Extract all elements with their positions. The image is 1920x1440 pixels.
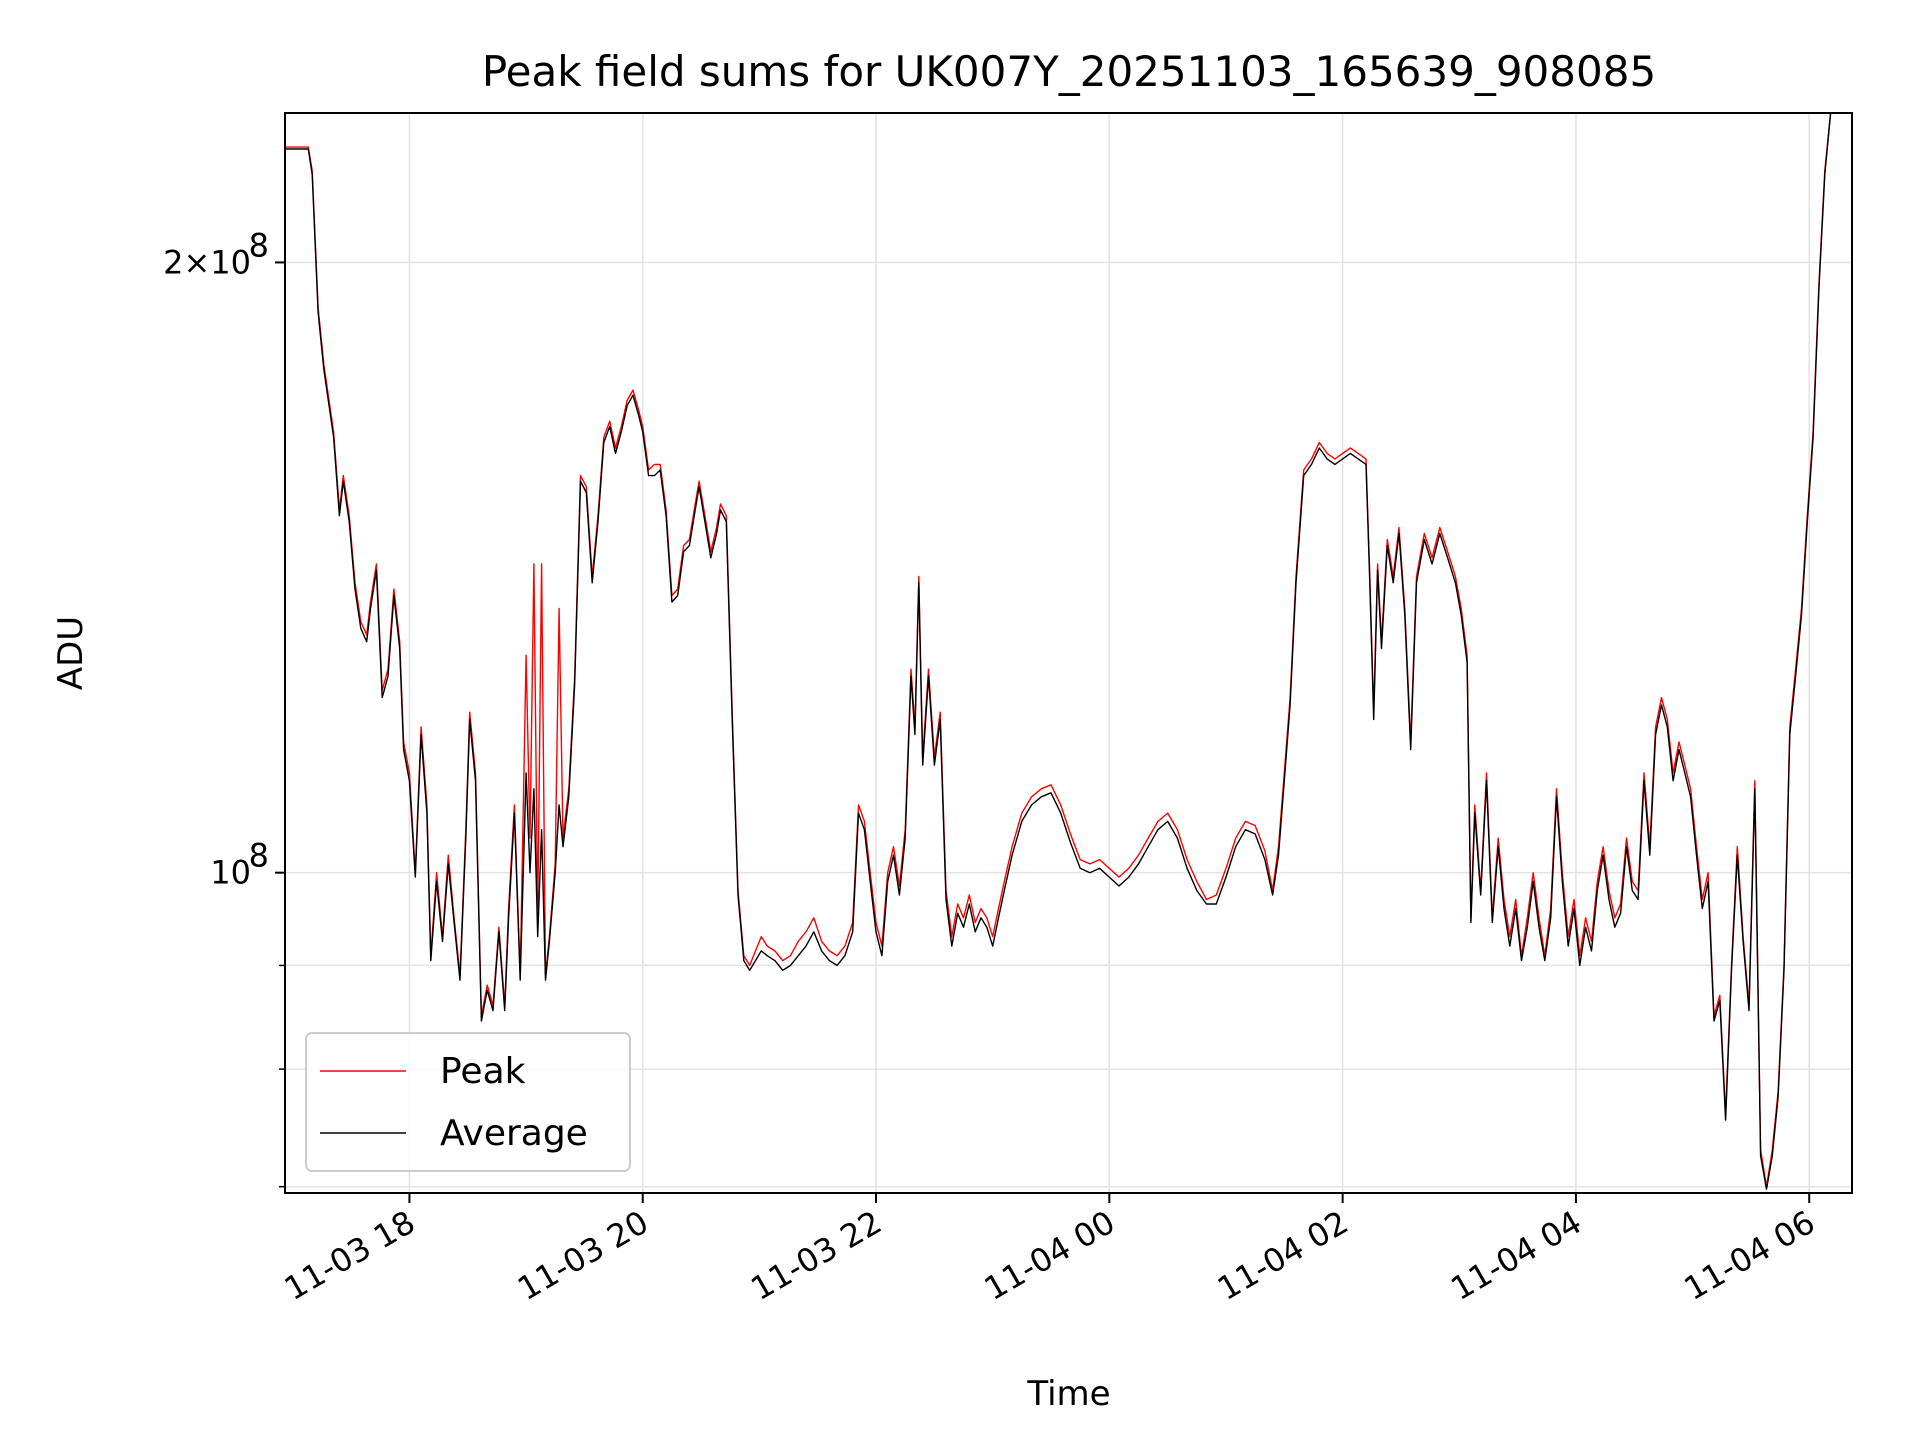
y-axis-title: ADU — [51, 616, 91, 690]
y-tick-label: 10 — [210, 854, 251, 892]
legend-label-average: Average — [440, 1113, 588, 1154]
series-line-average — [285, 113, 1837, 1190]
chart-title: Peak field sums for UK007Y_20251103_1656… — [482, 47, 1656, 96]
y-tick-exponent: 8 — [249, 226, 269, 264]
series-layer — [285, 113, 1837, 1190]
legend-box — [305, 1032, 631, 1172]
y-tick-exponent: 8 — [249, 837, 269, 875]
x-axis-title: Time — [1026, 1374, 1110, 1414]
series-line-peak — [285, 113, 1837, 1188]
y-tick-label: 2×10 — [163, 243, 251, 281]
legend: Peak Average — [305, 1032, 631, 1172]
plot-frame — [284, 112, 1853, 1194]
legend-label-peak: Peak — [440, 1051, 526, 1092]
